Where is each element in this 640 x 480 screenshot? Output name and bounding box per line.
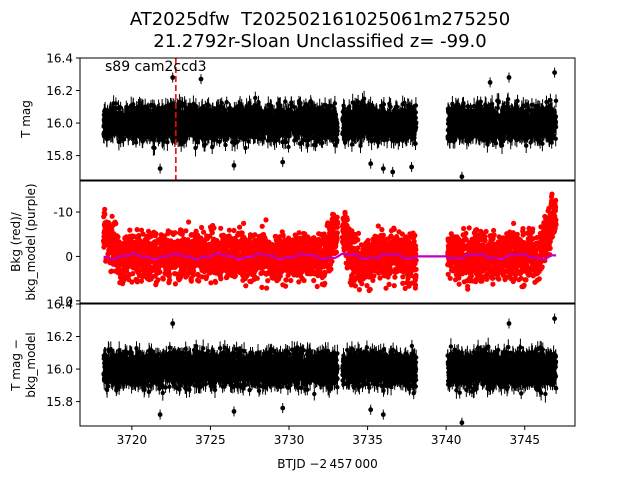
flux-point bbox=[283, 99, 288, 104]
flux-point bbox=[283, 140, 288, 145]
flux-point bbox=[243, 145, 248, 151]
flux-point bbox=[133, 140, 139, 145]
flux-point bbox=[181, 139, 187, 145]
flux-point bbox=[305, 143, 310, 148]
flux-point bbox=[152, 145, 157, 151]
flux-point bbox=[320, 140, 325, 145]
chart-title-line2: 21.2792r-Sloan Unclassified z= -99.0 bbox=[0, 31, 640, 52]
flux-point bbox=[253, 95, 258, 101]
flux-point bbox=[118, 105, 123, 110]
flux-point bbox=[110, 132, 116, 137]
flux-point bbox=[210, 144, 215, 150]
flux-point bbox=[219, 100, 224, 106]
plot-area-top bbox=[101, 67, 559, 180]
flux-point bbox=[246, 139, 251, 144]
flux-point bbox=[151, 104, 157, 109]
flux-point bbox=[235, 139, 240, 144]
flux-point bbox=[223, 142, 228, 148]
flux-point bbox=[131, 104, 136, 110]
flux-point bbox=[224, 100, 229, 105]
flux-point bbox=[193, 145, 198, 151]
series-flux-segment-0 bbox=[101, 91, 340, 157]
chart-title-line1: AT2025dfw T202502161025061m275250 bbox=[0, 9, 640, 30]
flux-point bbox=[291, 104, 297, 110]
flux-point bbox=[202, 142, 208, 147]
flux-point bbox=[113, 101, 119, 106]
flux-point bbox=[286, 144, 291, 150]
